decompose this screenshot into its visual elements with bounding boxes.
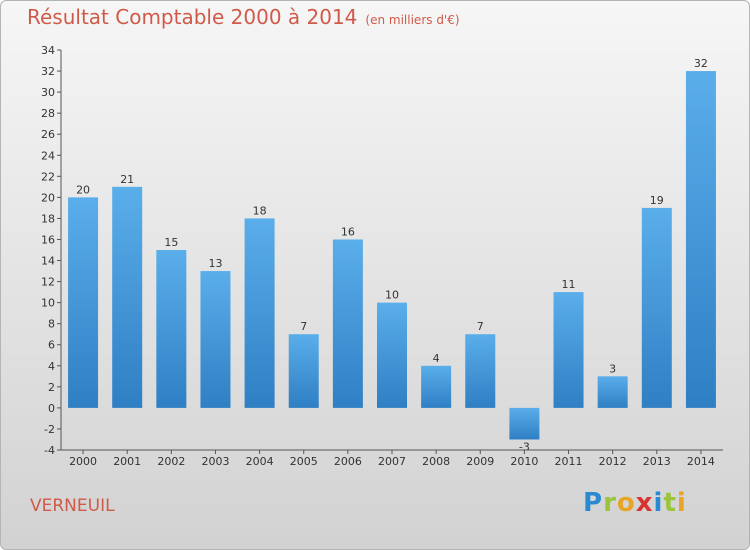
bar [68,197,99,408]
x-tick-label: 2002 [157,455,185,468]
value-label: 10 [385,289,399,302]
value-label: 4 [433,352,440,365]
y-tick-label: 10 [41,297,55,310]
x-tick-label: 2009 [466,455,494,468]
x-tick-label: 2007 [378,455,406,468]
y-tick-label: 12 [41,276,55,289]
logo-letter: i [653,488,664,518]
bar [112,186,143,408]
value-label: 19 [650,194,664,207]
y-tick-label: 22 [41,170,55,183]
value-label: 7 [300,320,307,333]
value-label: 7 [477,320,484,333]
value-label: 16 [341,225,355,238]
bars: 20 21 15 13 18 7 16 10 4 7 -3 11 3 19 32 [68,57,716,453]
bar [288,334,319,408]
value-label: 32 [694,57,708,70]
y-tick-label: 2 [48,381,55,394]
y-tick-label: 18 [41,212,55,225]
x-tick-label: 2011 [555,455,583,468]
y-tick-label: 16 [41,233,55,246]
x-tick-label: 2012 [599,455,627,468]
bar [332,239,363,408]
proxiti-logo[interactable]: Proxiti [583,488,687,518]
y-tick-label: 6 [48,339,55,352]
bar [156,250,187,408]
x-axis: 2000 2001 2002 2003 2004 2005 2006 2007 2008 2009… [61,449,723,468]
value-label: 11 [562,278,576,291]
y-tick-label: 14 [41,255,55,268]
y-tick-label: 34 [41,44,55,57]
x-tick-label: 2005 [290,455,318,468]
x-tick-label: 2010 [510,455,538,468]
x-tick-label: 2004 [246,455,274,468]
logo-letter: t [663,488,677,518]
bar [509,407,540,440]
value-label: 20 [76,183,90,196]
y-tick-label: 4 [48,360,55,373]
value-label: 15 [164,236,178,249]
y-tick-label: 8 [48,318,55,331]
value-label: 3 [609,362,616,375]
value-label: 13 [208,257,222,270]
bar [553,292,584,408]
bar [244,218,275,408]
chart-title: Résultat Comptable 2000 à 2014 (en millie… [27,5,460,29]
bar [465,334,496,408]
y-tick-label: 24 [41,149,55,162]
logo-letter: P [583,488,604,518]
chart-subtitle: (en milliers d'€) [365,13,460,27]
logo-letter: o [616,488,636,518]
y-tick-label: 26 [41,128,55,141]
bar [597,376,628,408]
x-tick-label: 2001 [113,455,141,468]
bar [421,365,452,408]
y-tick-label: 28 [41,107,55,120]
bar [200,271,231,408]
y-tick-label: -4 [44,444,55,457]
value-label: 18 [253,204,267,217]
x-tick-label: 2013 [643,455,671,468]
bar [685,71,716,408]
value-label: 21 [120,173,134,186]
x-tick-label: 2006 [334,455,362,468]
y-tick-label: -2 [44,423,55,436]
city-name: VERNEUIL [30,496,115,516]
y-tick-label: 30 [41,86,55,99]
x-tick-label: 2003 [201,455,229,468]
logo-letter: i [676,488,687,518]
bar [377,302,407,408]
x-tick-label: 2014 [687,455,715,468]
chart-title-text: Résultat Comptable 2000 à 2014 [27,5,358,29]
y-tick-label: 32 [41,65,55,78]
value-label: -3 [519,440,530,453]
bar [641,207,672,408]
y-tick-label: 20 [41,191,55,204]
logo-letter: r [603,488,617,518]
x-tick-label: 2008 [422,455,450,468]
logo-letter: x [635,488,654,518]
y-tick-label: 0 [48,402,55,415]
x-tick-label: 2000 [69,455,97,468]
